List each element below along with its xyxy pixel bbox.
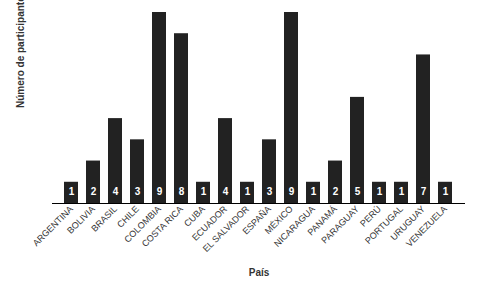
svg-text:3: 3 (267, 186, 273, 197)
svg-text:1: 1 (245, 186, 251, 197)
svg-text:ECUADOR: ECUADOR (190, 203, 229, 243)
svg-text:1: 1 (201, 186, 207, 197)
svg-text:4: 4 (113, 186, 119, 197)
svg-text:ESPAÑA: ESPAÑA (240, 203, 273, 237)
svg-text:URUGUAY: URUGUAY (388, 203, 427, 243)
svg-text:4: 4 (223, 186, 229, 197)
svg-text:2: 2 (333, 186, 339, 197)
svg-text:1: 1 (377, 186, 383, 197)
svg-text:BOLIVIA: BOLIVIA (65, 204, 97, 236)
svg-text:EL SALVADOR: EL SALVADOR (200, 203, 251, 254)
svg-text:CHILE: CHILE (115, 203, 141, 230)
svg-text:3: 3 (135, 186, 141, 197)
svg-text:COSTA RICA: COSTA RICA (140, 204, 185, 249)
svg-text:1: 1 (399, 186, 405, 197)
svg-text:BRASIL: BRASIL (89, 204, 119, 234)
svg-text:MÉXICO: MÉXICO (262, 203, 295, 237)
svg-text:ARGENTINA: ARGENTINA (30, 203, 75, 249)
svg-text:CUBA: CUBA (182, 203, 207, 229)
svg-text:9: 9 (157, 186, 163, 197)
svg-text:1: 1 (69, 186, 75, 197)
svg-text:VENEZUELA: VENEZUELA (404, 204, 449, 249)
svg-text:2: 2 (91, 186, 97, 197)
svg-text:PORTUGAL: PORTUGAL (363, 203, 405, 246)
svg-text:8: 8 (179, 186, 185, 197)
svg-text:PERÚ: PERÚ (358, 203, 383, 229)
svg-text:País: País (249, 267, 270, 278)
svg-text:NICARAGUA: NICARAGUA (272, 203, 317, 249)
svg-text:1: 1 (443, 186, 449, 197)
svg-text:7: 7 (421, 186, 427, 197)
svg-text:9: 9 (289, 186, 295, 197)
svg-text:1: 1 (311, 186, 317, 197)
svg-text:COLOMBIA: COLOMBIA (122, 203, 163, 245)
svg-text:Número de participantes: Número de participantes (15, 0, 26, 108)
svg-text:PARAGUAY: PARAGUAY (319, 204, 360, 245)
svg-text:5: 5 (355, 186, 361, 197)
svg-text:PANAMÁ: PANAMÁ (305, 203, 339, 238)
